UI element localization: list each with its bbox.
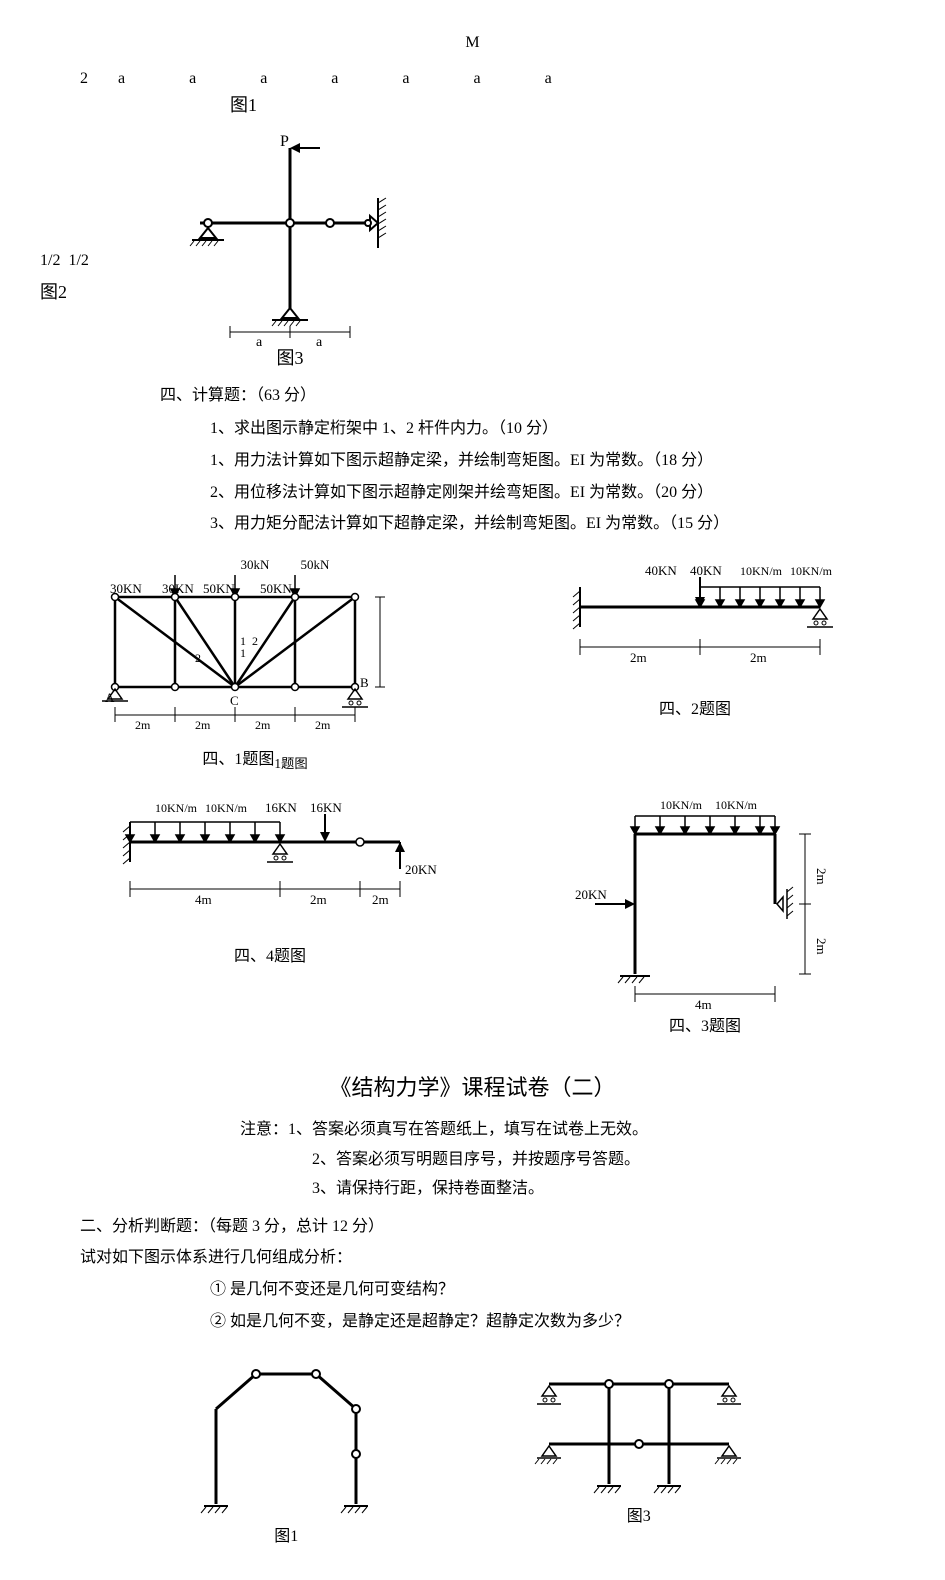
question-2: 2、用位移法计算如下图示超静定刚架并绘弯矩图。EI 为常数。（20 分）	[40, 480, 905, 506]
svg-text:2m: 2m	[750, 650, 767, 665]
svg-text:40KN: 40KN	[645, 563, 677, 578]
section-4-title: 四、计算题：（63 分）	[40, 383, 905, 409]
svg-text:P: P	[280, 133, 289, 150]
beam4-figure: 10KN/m 10KN/m 16KN 16KN	[100, 794, 440, 1040]
svg-text:20KN: 20KN	[405, 862, 437, 877]
figure-3-diagram: P	[160, 128, 420, 373]
analysis-intro: 试对如下图示体系进行几何组成分析：	[40, 1245, 905, 1271]
svg-text:2m: 2m	[135, 718, 151, 732]
question-3: 3、用力矩分配法计算如下超静定梁，并绘制弯矩图。EI 为常数。（15 分）	[40, 511, 905, 537]
svg-text:C: C	[230, 693, 239, 708]
beam2-caption: 四、2题图	[545, 697, 845, 723]
truss-caption: 四、1题图1题图	[100, 747, 410, 775]
svg-text:10KN/m: 10KN/m	[660, 798, 703, 812]
notice-3: 3、请保持行距，保持卷面整洁。	[40, 1176, 905, 1202]
analysis-q2: ② 如是几何不变，是静定还是超静定？超静定次数为多少？	[40, 1309, 905, 1335]
svg-text:2: 2	[252, 634, 258, 648]
svg-text:50kN: 50kN	[301, 557, 331, 572]
svg-text:2m: 2m	[814, 868, 829, 885]
notice-1: 注意：1、答案必须真写在答题纸上，填写在试卷上无效。	[40, 1117, 905, 1143]
svg-text:10KN/m: 10KN/m	[155, 801, 198, 815]
notice-2: 2、答案必须写明题目序号，并按题序号答题。	[40, 1147, 905, 1173]
svg-text:10KN/m: 10KN/m	[740, 564, 783, 578]
svg-text:a: a	[256, 335, 263, 348]
svg-text:2m: 2m	[372, 892, 389, 907]
svg-text:1: 1	[240, 646, 246, 660]
svg-text:16KN: 16KN	[265, 800, 297, 815]
fig1-caption: 图1	[40, 91, 905, 120]
frame3-caption: 四、3题图	[565, 1014, 845, 1040]
segment-labels: 2a a a a a a a	[40, 66, 905, 92]
section-2-title: 二、分析判断题：（每题 3 分，总计 12 分）	[40, 1214, 905, 1240]
svg-text:2m: 2m	[315, 718, 331, 732]
beam2-figure: 40KN 40KN 10KN/m 10KN/m	[545, 557, 845, 775]
svg-text:4m: 4m	[695, 997, 712, 1012]
svg-text:16KN: 16KN	[310, 800, 342, 815]
svg-text:50KN: 50KN	[260, 581, 292, 596]
svg-text:40KN: 40KN	[690, 563, 722, 578]
svg-text:2m: 2m	[255, 718, 271, 732]
frame3-figure: 20KN 10KN/m 10KN/m	[565, 794, 845, 1040]
svg-text:2m: 2m	[195, 718, 211, 732]
svg-text:2: 2	[195, 651, 201, 665]
svg-text:10KN/m: 10KN/m	[715, 798, 758, 812]
question-1a: 1、求出图示静定桁架中 1、2 杆件内力。（10 分）	[40, 416, 905, 442]
left-side-labels: 1/2 1/2 图2	[40, 128, 160, 306]
svg-text:2m: 2m	[630, 650, 647, 665]
svg-text:4m: 4m	[195, 892, 212, 907]
beam4-caption: 四、4题图	[100, 944, 440, 970]
top-m-label: M	[40, 30, 905, 56]
svg-text:2m: 2m	[814, 938, 829, 955]
diagram-row-1: 30kN 50kN 30KN 30KN 50KN 50KN	[40, 557, 905, 775]
svg-text:B: B	[360, 675, 369, 690]
svg-text:20KN: 20KN	[575, 887, 607, 902]
truss-figure: 30kN 50kN 30KN 30KN 50KN 50KN	[100, 557, 410, 775]
bottom-fig3: 图3	[509, 1354, 769, 1550]
analysis-q1: ① 是几何不变还是几何可变结构？	[40, 1277, 905, 1303]
svg-text:a: a	[316, 335, 323, 348]
question-1b: 1、用力法计算如下图示超静定梁，并绘制弯矩图。EI 为常数。（18 分）	[40, 448, 905, 474]
exam-title: 《结构力学》课程试卷（二）	[40, 1070, 905, 1105]
svg-text:10KN/m: 10KN/m	[790, 564, 833, 578]
bottom-figures: 图1	[40, 1354, 905, 1550]
svg-text:10KN/m: 10KN/m	[205, 801, 248, 815]
svg-text:30kN: 30kN	[241, 557, 271, 572]
svg-text:2m: 2m	[310, 892, 327, 907]
bottom-fig1: 图1	[176, 1354, 396, 1550]
diagram-row-2: 10KN/m 10KN/m 16KN 16KN	[40, 794, 905, 1040]
